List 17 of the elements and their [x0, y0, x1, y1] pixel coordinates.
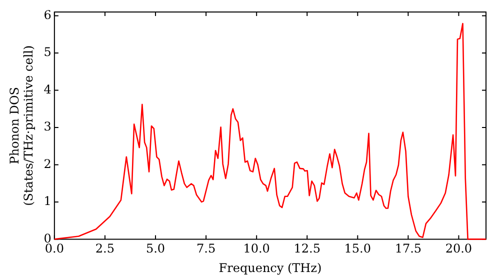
x-tick-label: 7.5 — [196, 242, 216, 256]
y-tick-label: 2 — [44, 156, 52, 171]
y-tick-label: 5 — [44, 45, 52, 60]
x-tick-label: 5.0 — [146, 242, 166, 256]
y-axis-title: Phonon DOS (States/THz·primitive cell) — [7, 45, 36, 206]
y-tick-label: 1 — [44, 194, 52, 208]
y-tick-label: 4 — [44, 82, 52, 96]
x-tick-label: 17.5 — [394, 242, 422, 256]
y-tick-label: 6 — [44, 8, 52, 22]
x-tick-label: 15.0 — [344, 242, 371, 256]
x-tick-label: 10.0 — [243, 242, 270, 256]
x-tick-label: 20.0 — [445, 242, 472, 256]
x-tick-label: 2.5 — [95, 242, 115, 256]
x-tick-label: 0.0 — [44, 242, 64, 256]
x-tick-label: 12.5 — [294, 242, 320, 256]
x-axis-title: Frequency (THz) — [218, 260, 322, 275]
y-tick-label: 3 — [44, 120, 52, 134]
